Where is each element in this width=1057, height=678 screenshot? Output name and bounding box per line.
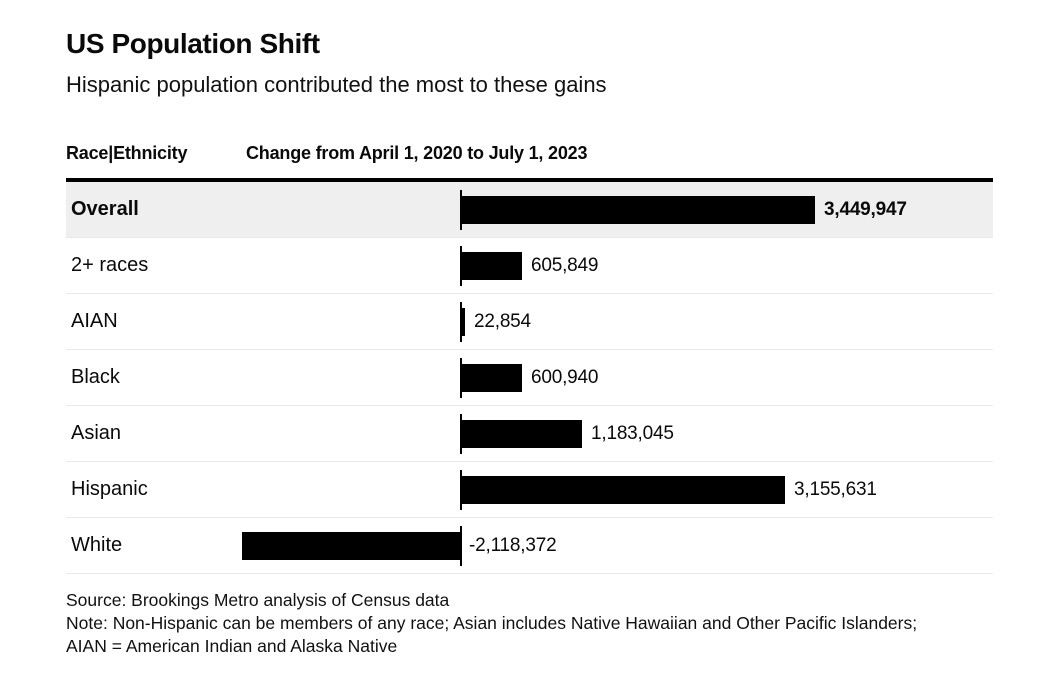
chart-footer: Source: Brookings Metro analysis of Cens… [66,589,993,658]
column-header-race-ethnicity: Race|Ethnicity [66,143,188,163]
bar [460,420,582,448]
table-row: Hispanic 3,155,631 [66,462,993,518]
row-label: 2+ races [71,254,149,276]
row-label: Overall [71,198,139,220]
value-label: -2,118,372 [469,534,557,556]
bar [460,252,522,280]
bar [460,476,785,504]
bar [460,308,465,336]
bar [460,196,815,224]
table-row: White -2,118,372 [66,518,993,574]
table-row: Black 600,940 [66,350,993,406]
source-text: Source: Brookings Metro analysis of Cens… [66,590,450,610]
value-label: 1,183,045 [591,422,674,444]
value-label: 600,940 [531,366,599,388]
note-text: Note: Non-Hispanic can be members of any… [66,613,918,656]
column-header-change: Change from April 1, 2020 to July 1, 202… [246,143,588,163]
table-row: 2+ races 605,849 [66,238,993,294]
zero-axis-tick [460,526,462,566]
table-row: AIAN 22,854 [66,294,993,350]
value-label: 3,449,947 [824,198,907,220]
row-label: Asian [71,422,122,444]
chart-content: US Population Shift Hispanic population … [66,28,993,658]
row-label: Black [71,366,120,388]
chart-table: Overall 3,449,947 2+ races 605,849 AIAN 22,85… [66,178,993,574]
bar [242,532,460,560]
value-label: 605,849 [531,254,599,276]
page-title: US Population Shift [66,28,320,59]
table-row: Overall 3,449,947 [66,182,993,238]
column-headers: Race|Ethnicity Change from April 1, 2020… [66,142,993,164]
bar [460,364,522,392]
table-row: Asian 1,183,045 [66,406,993,462]
page-subtitle: Hispanic population contributed the most… [66,72,607,97]
row-label: Hispanic [71,478,148,500]
row-label: AIAN [71,310,118,332]
value-label: 3,155,631 [794,478,877,500]
row-label: White [71,534,123,556]
value-label: 22,854 [474,310,531,332]
